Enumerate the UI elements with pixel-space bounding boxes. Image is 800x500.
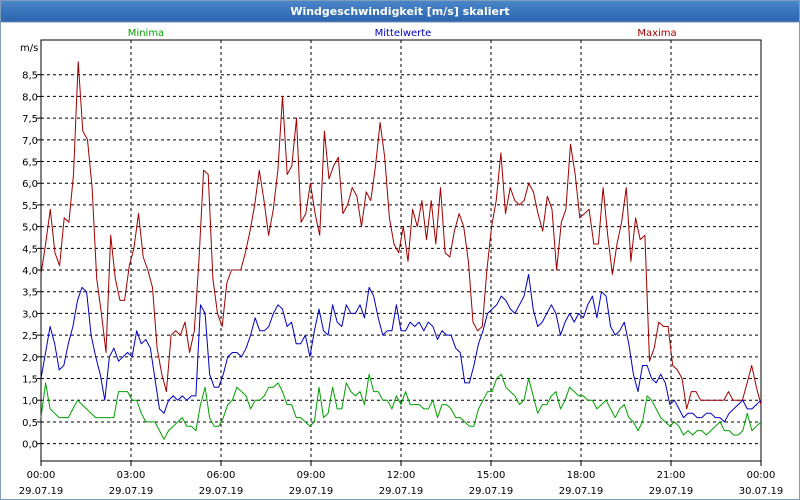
x-tick-date: 30.07.19 — [739, 486, 784, 497]
y-tick-label: 6,0 — [22, 179, 38, 190]
legend-minima: Minima — [128, 28, 164, 39]
x-tick-time: 21:00 — [657, 470, 686, 481]
x-tick-date: 29.07.19 — [649, 486, 694, 497]
y-tick-label: 8,5 — [22, 71, 38, 82]
chart-title: Windgeschwindigkeit [m/s] skaliert — [1, 1, 799, 22]
y-tick-label: 1,5 — [22, 375, 38, 386]
y-tick-label: 1,0 — [22, 396, 38, 407]
y-axis-unit: m/s — [20, 43, 38, 54]
y-tick-label: 8,0 — [22, 92, 38, 103]
y-tick-label: 6,5 — [22, 158, 38, 169]
y-tick-label: 2,0 — [22, 353, 38, 364]
x-tick-time: 00:00 — [747, 470, 776, 481]
y-tick-label: 5,5 — [22, 201, 38, 212]
x-tick-date: 29.07.19 — [109, 486, 154, 497]
x-tick-time: 09:00 — [297, 470, 326, 481]
axes: 0,0 0,5 1,0 1,5 2,0 2,5 3,0 3,5 4,0 4,5 5,0 5,5 6,0 6… — [19, 43, 784, 497]
legend: Minima Mittelwerte Maxima — [128, 28, 677, 39]
series — [40, 61, 762, 440]
y-tick-label: 3,5 — [22, 288, 38, 299]
x-tick-time: 06:00 — [207, 470, 236, 481]
x-tick-date: 29.07.19 — [379, 486, 424, 497]
x-tick-time: 18:00 — [567, 470, 596, 481]
x-tick-time: 15:00 — [477, 470, 506, 481]
x-tick-date: 29.07.19 — [199, 486, 244, 497]
series-line-mittelwerte — [40, 273, 762, 423]
y-tick-label: 0,5 — [22, 418, 38, 429]
x-tick-date: 29.07.19 — [289, 486, 334, 497]
x-tick-date: 29.07.19 — [559, 486, 604, 497]
series-line-maxima — [40, 61, 762, 410]
y-tick-label: 7,5 — [22, 114, 38, 125]
x-tick-date: 29.07.19 — [469, 486, 514, 497]
x-tick-date: 29.07.19 — [19, 486, 64, 497]
y-tick-label: 3,0 — [22, 309, 38, 320]
y-tick-label: 7,0 — [22, 136, 38, 147]
grid — [41, 40, 761, 461]
x-tick-time: 12:00 — [387, 470, 416, 481]
series-line-minima — [40, 373, 762, 440]
y-tick-label: 2,5 — [22, 331, 38, 342]
x-tick-time: 03:00 — [117, 470, 146, 481]
y-tick-label: 4,0 — [22, 266, 38, 277]
y-tick-label: 0,0 — [22, 440, 38, 451]
x-tick-time: 00:00 — [27, 470, 56, 481]
legend-mittelwerte: Mittelwerte — [375, 28, 432, 39]
y-tick-label: 5,0 — [22, 223, 38, 234]
y-tick-label: 4,5 — [22, 244, 38, 255]
legend-maxima: Maxima — [637, 28, 676, 39]
